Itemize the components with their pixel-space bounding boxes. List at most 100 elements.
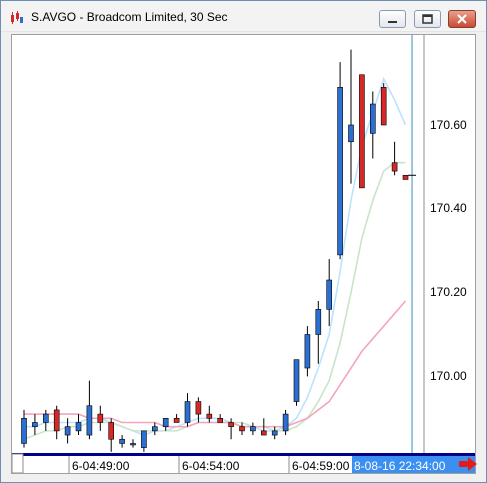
- candle-body-up: [293, 359, 300, 402]
- candle-body-up: [304, 334, 311, 369]
- candle: [359, 74, 365, 189]
- price-tick-label: 170.40: [430, 201, 467, 215]
- candle: [141, 430, 147, 452]
- price-tick-label: 170.60: [430, 118, 467, 132]
- candle: [206, 405, 213, 423]
- candle-body-down: [239, 426, 245, 432]
- candle-body-up: [141, 430, 147, 448]
- candle-layer: [21, 49, 409, 452]
- title-bar[interactable]: S.AVGO - Broadcom Limited, 30 Sec: [1, 1, 486, 32]
- candle-body-up: [369, 103, 376, 134]
- time-tick-label: 6-04:54:00: [182, 459, 240, 473]
- candle: [239, 422, 245, 436]
- candle: [97, 405, 104, 431]
- candle: [75, 414, 82, 436]
- candle: [369, 91, 376, 159]
- candle-body-up: [21, 417, 27, 444]
- time-axis-bar: [12, 453, 475, 456]
- candle: [250, 422, 256, 436]
- candle: [293, 359, 300, 406]
- candle-body-down: [108, 422, 114, 440]
- candle: [380, 83, 387, 126]
- candle-body-down: [391, 162, 398, 172]
- current-time-label: 8-08-16 22:34:00: [354, 459, 446, 473]
- close-button[interactable]: [448, 10, 476, 28]
- candle: [184, 393, 191, 427]
- candle: [119, 435, 125, 448]
- candle-body-down: [97, 413, 104, 423]
- price-chart[interactable]: 170.60 170.40 170.20 170.00 6-04:49:00 6…: [12, 35, 475, 473]
- current-time-badge: [352, 456, 475, 473]
- candle: [348, 49, 354, 184]
- candle: [162, 417, 169, 431]
- candle-body-down: [228, 422, 234, 427]
- candle-body-up: [282, 413, 289, 432]
- candle-body-up: [75, 422, 82, 432]
- time-tick-label: 6-04:49:00: [72, 459, 130, 473]
- moving-average-line: [24, 300, 407, 428]
- candle-body-up: [184, 401, 191, 423]
- candle-body-down: [53, 409, 60, 432]
- minimize-button[interactable]: [379, 10, 406, 28]
- candle: [282, 409, 289, 436]
- candle-body-down: [402, 174, 409, 180]
- candle-body-up: [326, 279, 333, 310]
- candle: [337, 62, 343, 260]
- candle: [86, 380, 93, 440]
- price-tick-label: 170.20: [430, 285, 467, 299]
- candle: [228, 418, 234, 440]
- candle: [152, 422, 158, 436]
- window-title: S.AVGO - Broadcom Limited, 30 Sec: [31, 10, 228, 24]
- minimize-icon: [388, 21, 397, 23]
- candle: [195, 397, 202, 423]
- candle-body-up: [337, 86, 343, 256]
- time-axis-scroll-box[interactable]: [12, 453, 24, 473]
- candle-body-up: [119, 438, 125, 444]
- candle-body-up: [64, 426, 71, 436]
- candle-body-up: [162, 417, 169, 427]
- candle-body-down: [380, 86, 387, 126]
- candle: [261, 418, 267, 436]
- restore-icon: [422, 14, 433, 24]
- candle: [173, 414, 180, 423]
- candle-body-up: [152, 426, 158, 432]
- candle: [304, 326, 311, 377]
- candle: [271, 426, 278, 440]
- candle-body-down: [206, 413, 213, 419]
- candle: [217, 414, 223, 423]
- restore-button[interactable]: [414, 10, 441, 28]
- candle: [108, 418, 114, 452]
- candle-body-up: [250, 426, 256, 432]
- time-axis: 6-04:49:00 6-04:54:00 6-04:59:00 8-08-16…: [68, 456, 475, 473]
- scroll-right-arrow-icon[interactable]: [458, 456, 480, 472]
- candle-body-up: [130, 443, 136, 446]
- candle: [64, 418, 71, 444]
- price-axis: 170.60 170.40 170.20 170.00: [430, 118, 467, 383]
- candlestick-chart-icon: [11, 11, 23, 24]
- candle-body-down: [173, 417, 180, 423]
- candle-body-up: [271, 430, 278, 436]
- candle-body-up: [315, 309, 322, 335]
- chart-area[interactable]: 170.60 170.40 170.20 170.00 6-04:49:00 6…: [11, 34, 476, 474]
- candle: [402, 174, 409, 180]
- candle-body-down: [195, 401, 202, 415]
- candle-body-up: [348, 124, 354, 143]
- candle: [315, 300, 322, 364]
- close-icon: [457, 14, 467, 24]
- candle: [326, 259, 333, 327]
- candle-body-up: [32, 422, 38, 427]
- price-tick-label: 170.00: [430, 369, 467, 383]
- candle-body-up: [42, 413, 49, 423]
- moving-average-line: [23, 161, 406, 440]
- candle: [391, 141, 398, 176]
- candle: [32, 414, 38, 436]
- time-tick-label: 6-04:59:00: [292, 459, 350, 473]
- candle-body-up: [86, 405, 93, 436]
- candle: [42, 409, 49, 431]
- candle-body-down: [261, 430, 267, 436]
- candle-body-down: [359, 74, 365, 189]
- candle: [130, 439, 136, 448]
- candle: [21, 409, 27, 448]
- candle-body-down: [217, 417, 223, 423]
